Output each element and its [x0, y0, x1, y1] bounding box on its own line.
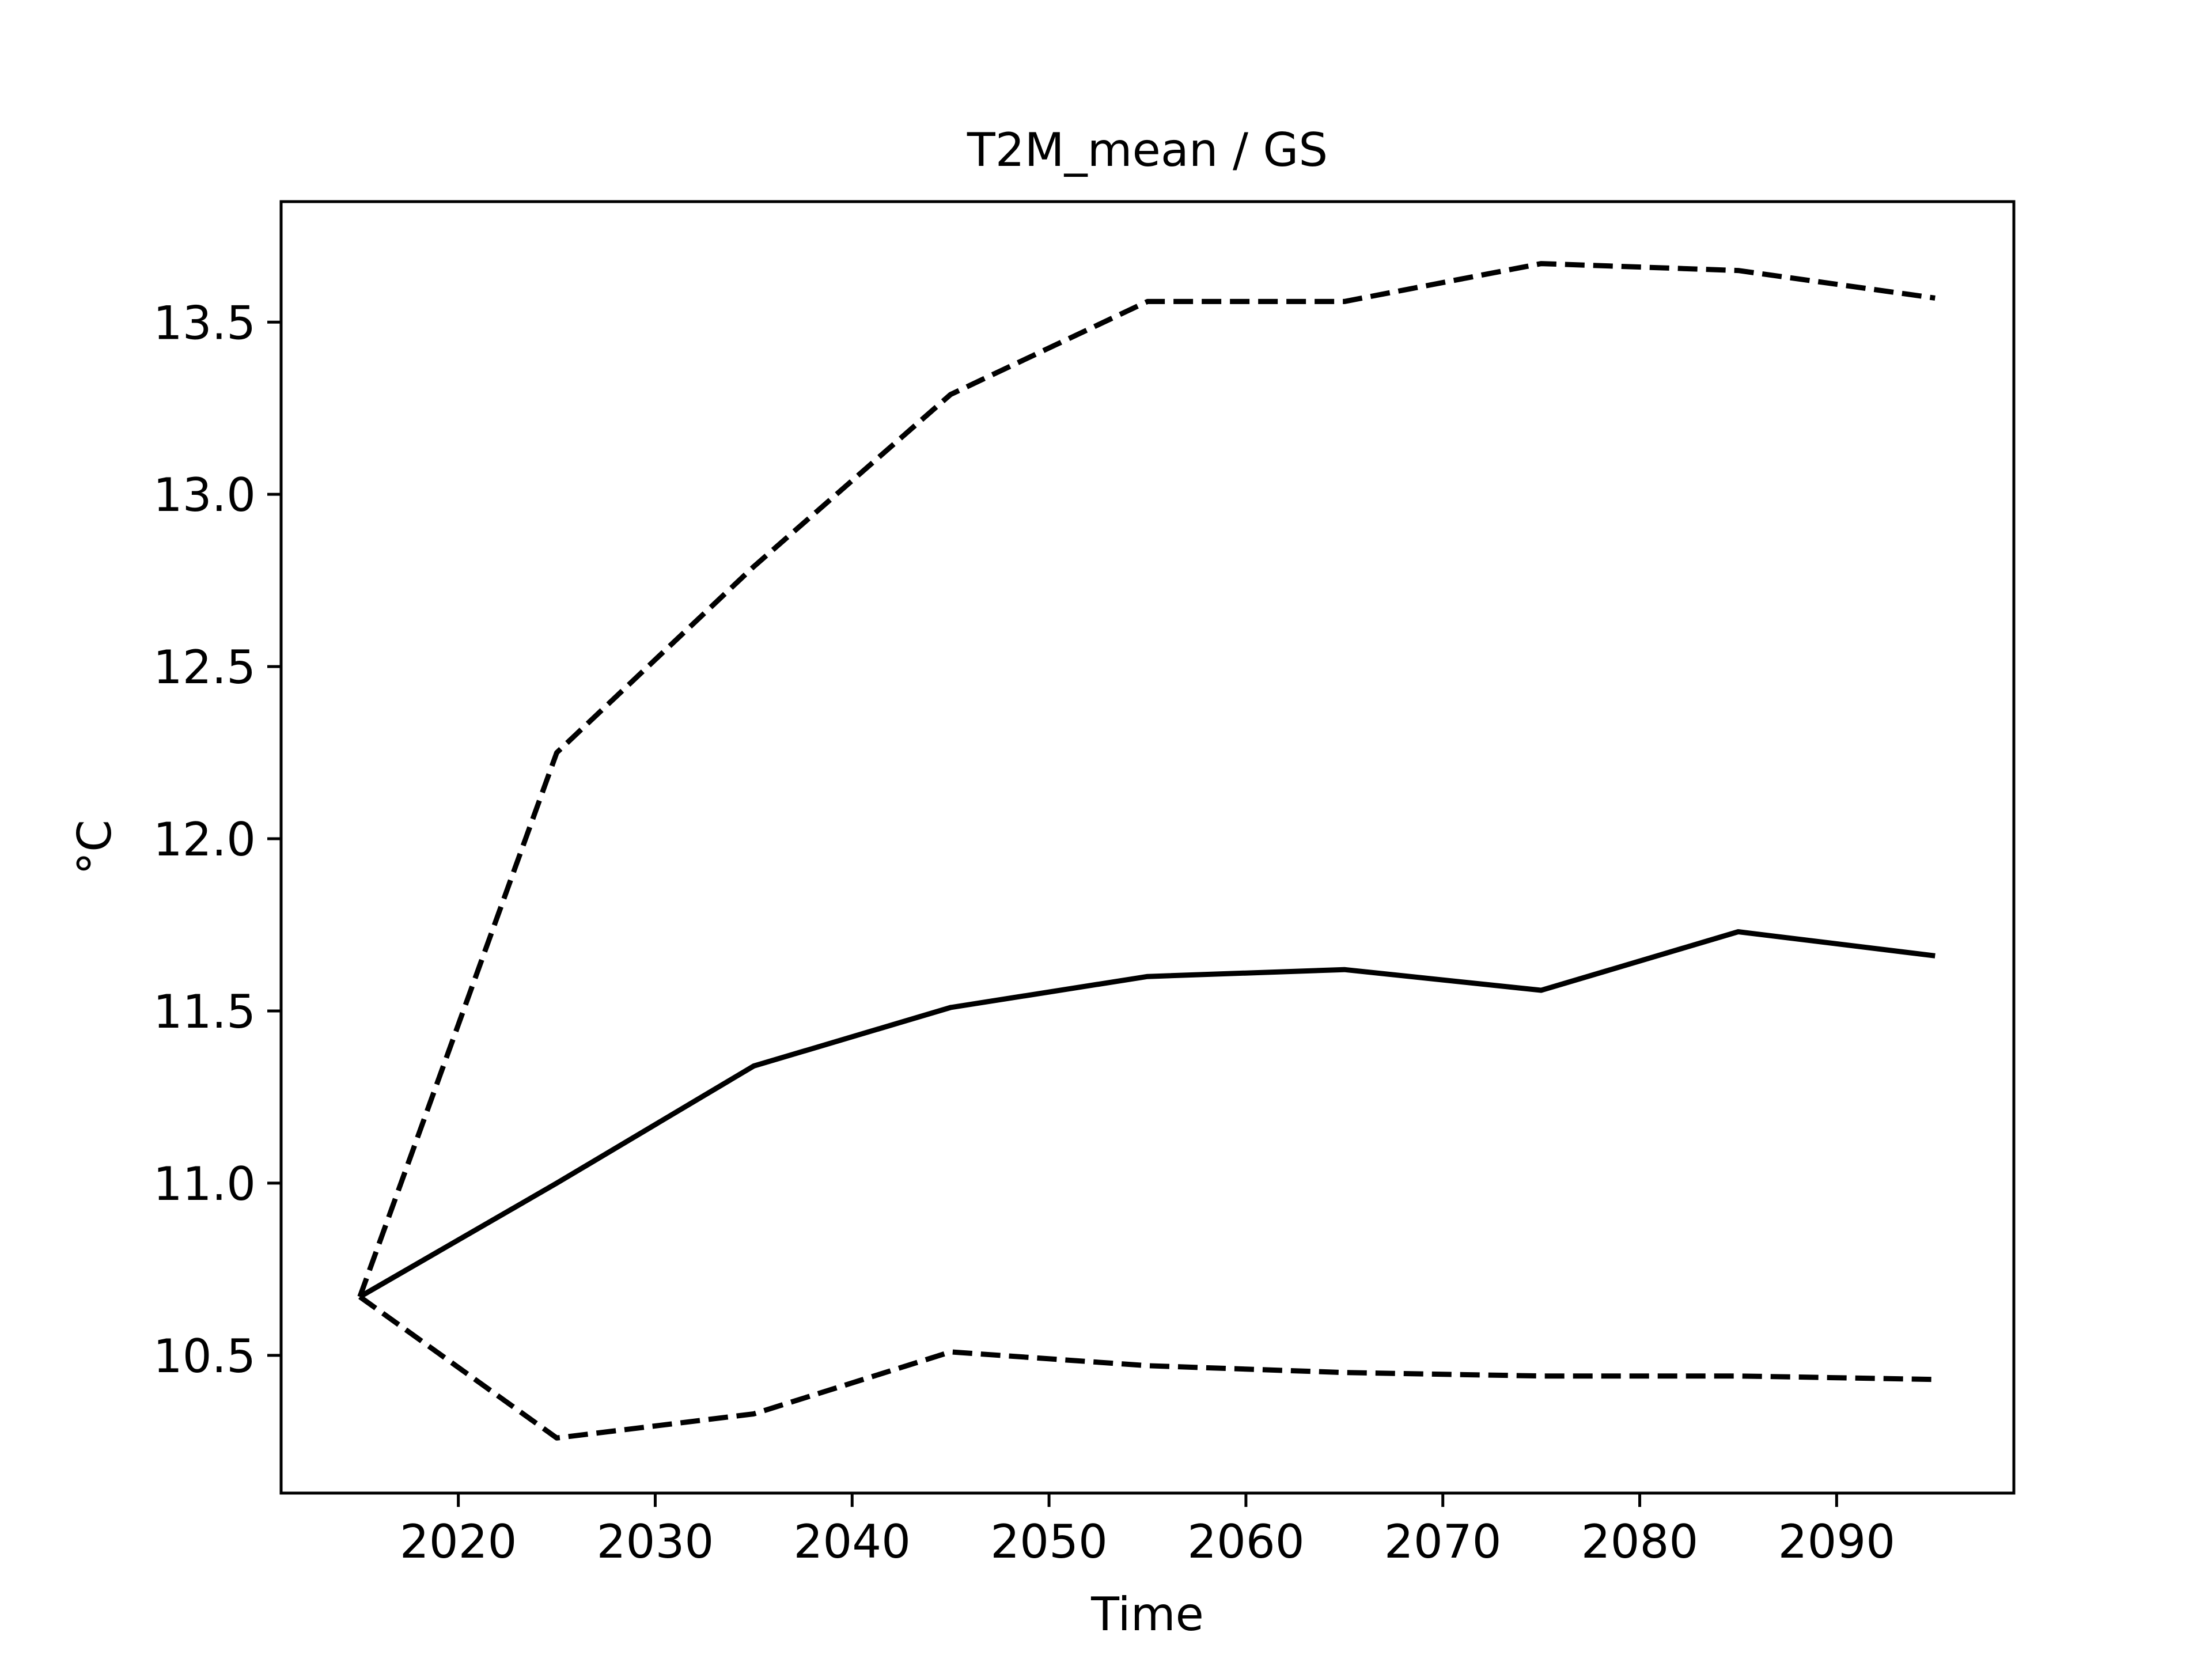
y-axis-ticks: 10.5 11.0 11.5 12.0 12.5 13.0 13.5 [153, 296, 281, 1383]
series-line-lower [358, 1294, 1936, 1441]
x-axis-label: Time [1090, 1588, 1204, 1641]
x-tick-label: 2050 [990, 1515, 1108, 1569]
x-tick-label: 2070 [1384, 1515, 1502, 1569]
y-tick-label: 12.5 [153, 641, 256, 694]
series-layer [357, 261, 1936, 1441]
x-axis-ticks: 2020 2030 2040 2050 2060 2070 2080 2090 [400, 1493, 1895, 1569]
y-axis-label: °C [68, 820, 122, 875]
series-line-upper [357, 261, 1936, 1298]
y-tick-label: 11.0 [153, 1157, 256, 1211]
chart-title: T2M_mean / GS [967, 123, 1328, 177]
y-tick-label: 13.0 [153, 468, 256, 522]
plot-area-frame [279, 200, 2016, 1495]
x-tick-label: 2090 [1778, 1515, 1896, 1569]
y-tick-label: 10.5 [153, 1330, 256, 1383]
x-tick-label: 2020 [400, 1515, 517, 1569]
y-tick-label: 13.5 [153, 296, 256, 350]
x-tick-label: 2040 [793, 1515, 911, 1569]
y-tick-label: 12.0 [153, 813, 256, 866]
x-tick-label: 2080 [1581, 1515, 1699, 1569]
x-tick-label: 2060 [1187, 1515, 1305, 1569]
y-tick-label: 11.5 [153, 985, 256, 1039]
x-tick-label: 2030 [597, 1515, 714, 1569]
series-line-mean [358, 929, 1936, 1300]
